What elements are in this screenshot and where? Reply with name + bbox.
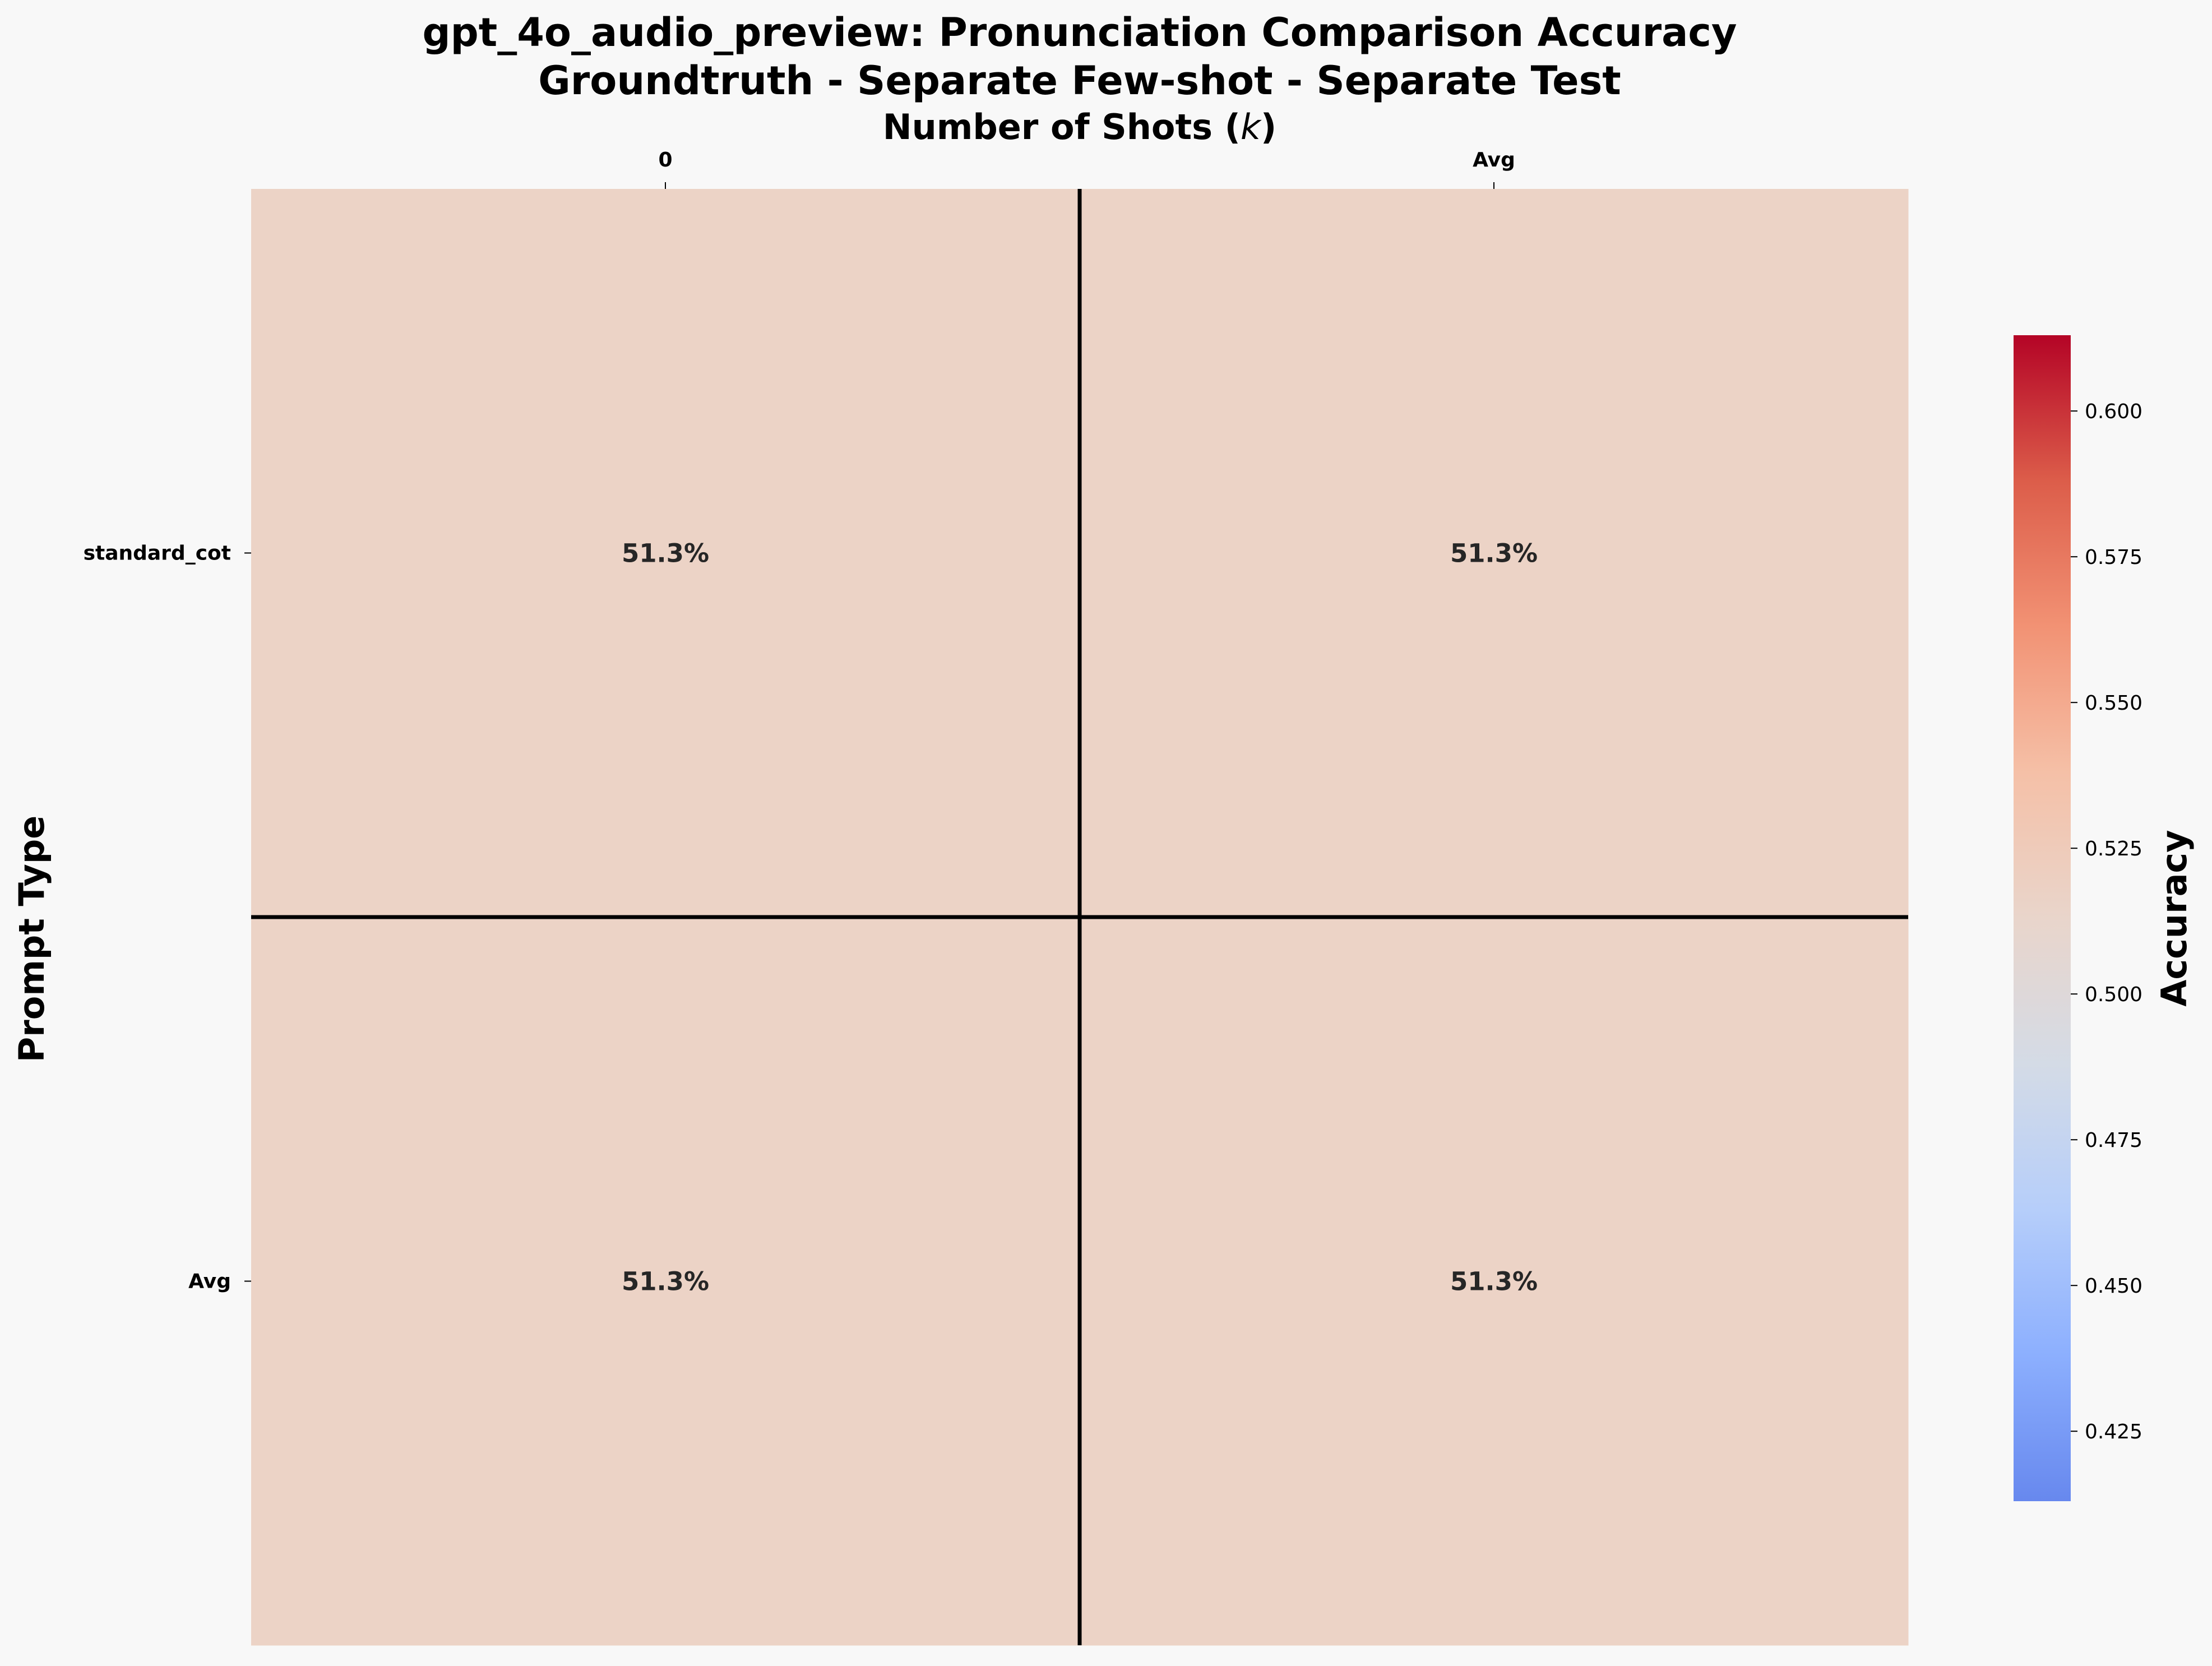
heatmap-cell [1080,917,1909,1646]
heatmap-cells [251,189,1909,1646]
y-axis-label: Prompt Type [11,816,52,1063]
colorbar-tick-label: 0.575 [2085,546,2142,569]
y-axis-ticks: standard_cot Avg [84,542,251,1293]
y-tick-label: standard_cot [84,542,231,565]
colorbar-label: Accuracy [2154,830,2195,1006]
colorbar-tick-label: 0.525 [2085,837,2142,860]
x-axis-ticks: 0 Avg [658,149,1515,189]
colorbar-gradient [2014,335,2071,1501]
colorbar-tick-label: 0.475 [2085,1129,2142,1152]
chart-title: gpt_4o_audio_preview: Pronunciation Comp… [423,10,1737,104]
heatmap-cell [251,189,1080,918]
chart-title-line-1: gpt_4o_audio_preview: Pronunciation Comp… [423,10,1737,55]
colorbar-tick-label: 0.500 [2085,983,2142,1006]
cell-value-label: 51.3% [622,1267,709,1297]
x-axis-label: Number of Shots (k) [883,107,1276,147]
heatmap-cell [251,917,1080,1646]
x-tick-label: Avg [1473,149,1515,172]
colorbar-tick-label: 0.550 [2085,692,2142,715]
cell-value-label: 51.3% [622,539,709,568]
heatmap-cell [1080,189,1909,918]
heatmap-cell-labels: 51.3% 51.3% 51.3% 51.3% [622,539,1538,1297]
cell-value-label: 51.3% [1450,539,1538,568]
x-tick-label: 0 [658,149,672,172]
chart-title-line-2: Groundtruth - Separate Few-shot - Separa… [538,58,1621,104]
colorbar-tick-label: 0.450 [2085,1275,2142,1298]
colorbar-tick-label: 0.600 [2085,400,2142,423]
colorbar-ticks: 0.425 0.450 0.475 0.500 0.525 0.550 0.575 0.600 [2071,400,2142,1443]
cell-value-label: 51.3% [1450,1267,1538,1297]
colorbar-tick-label: 0.425 [2085,1420,2142,1443]
y-tick-label: Avg [188,1270,231,1293]
heatmap-separators [251,189,1908,1645]
colorbar: 0.425 0.450 0.475 0.500 0.525 0.550 0.575 0.600… [2014,335,2195,1501]
